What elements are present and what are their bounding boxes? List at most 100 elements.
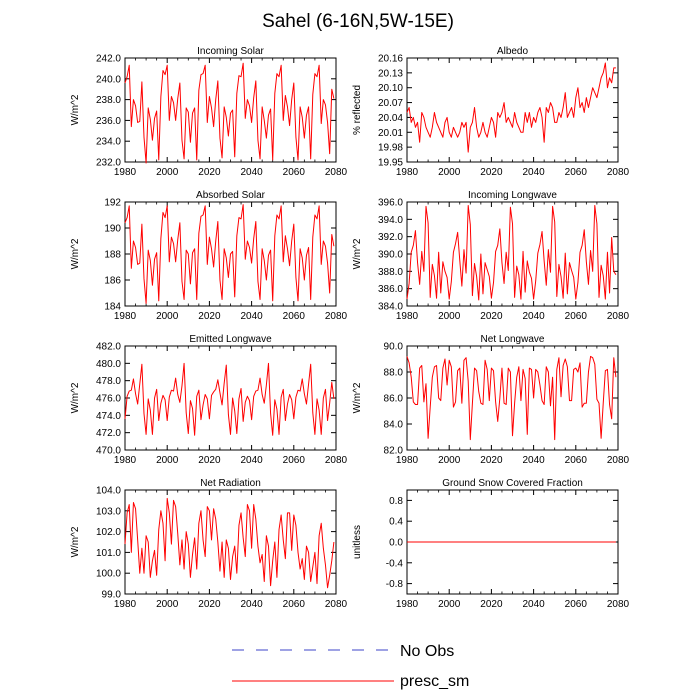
series-line-presc_sm xyxy=(124,62,335,164)
x-tick-label: 2040 xyxy=(522,455,545,466)
y-axis-label: % reflected xyxy=(352,85,363,135)
x-tick-label: 2000 xyxy=(438,599,461,610)
panel-title: Incoming Longwave xyxy=(468,190,557,201)
y-axis-label: W/m^2 xyxy=(70,526,81,557)
x-tick-label: 2040 xyxy=(240,167,263,178)
y-tick-label: 19.95 xyxy=(378,158,403,169)
x-tick-label: 2060 xyxy=(565,167,588,178)
chart-panel: Ground Snow Covered Fraction unitless 1980… xyxy=(352,478,630,610)
x-tick-label: 2060 xyxy=(283,455,306,466)
x-tick-label: 2020 xyxy=(198,311,221,322)
y-axis-label: W/m^2 xyxy=(70,94,81,125)
x-tick-label: 2000 xyxy=(438,311,461,322)
x-tick-label: 2020 xyxy=(480,455,503,466)
chart-panel: Albedo % reflected 1980 2000 2020 2040 2060 208… xyxy=(352,46,630,178)
x-tick-label: 2080 xyxy=(607,167,630,178)
panel-title: Net Radiation xyxy=(200,478,261,489)
y-tick-label: 0.0 xyxy=(389,538,403,549)
y-tick-label: 82.0 xyxy=(384,446,404,457)
x-tick-label: 2000 xyxy=(156,311,179,322)
y-tick-label: 90.0 xyxy=(384,342,404,353)
y-tick-label: 476.0 xyxy=(96,394,121,405)
y-tick-label: 101.0 xyxy=(96,548,121,559)
y-tick-label: 102.0 xyxy=(96,527,121,538)
x-tick-label: 2040 xyxy=(522,599,545,610)
x-tick-label: 2060 xyxy=(283,311,306,322)
y-tick-label: 234.0 xyxy=(96,137,121,148)
chart-panel: Net Radiation W/m^2 1980 2000 2020 2040 2060 20… xyxy=(70,478,348,610)
plot-frame xyxy=(406,57,619,163)
y-tick-label: 388.0 xyxy=(378,267,403,278)
series-line-presc_sm xyxy=(406,355,617,441)
x-tick-label: 2080 xyxy=(607,599,630,610)
y-tick-label: 238.0 xyxy=(96,95,121,106)
y-tick-label: 84.0 xyxy=(384,420,404,431)
x-tick-label: 1980 xyxy=(114,167,137,178)
y-tick-label: 20.13 xyxy=(378,68,403,79)
y-axis-label: W/m^2 xyxy=(352,382,363,413)
x-tick-label: 2000 xyxy=(156,599,179,610)
x-tick-label: 2020 xyxy=(480,311,503,322)
series-line-presc_sm xyxy=(124,204,335,304)
figure-title: Sahel (6-16N,5W-15E) xyxy=(262,11,454,32)
chart-panel: Net Longwave W/m^2 1980 2000 2020 2040 2060 208… xyxy=(352,334,630,466)
chart-panel: Emitted Longwave W/m^2 1980 2000 2020 2040 206… xyxy=(70,334,348,466)
panel-title: Net Longwave xyxy=(481,334,545,345)
y-tick-label: 242.0 xyxy=(96,54,121,65)
y-tick-label: 472.0 xyxy=(96,428,121,439)
chart-panel: Incoming Longwave W/m^2 1980 2000 2020 2040 20… xyxy=(352,190,630,322)
y-tick-label: 394.0 xyxy=(378,215,403,226)
y-tick-label: 20.07 xyxy=(378,98,403,109)
y-tick-label: 190 xyxy=(104,224,121,235)
y-tick-label: 396.0 xyxy=(378,198,403,209)
x-tick-label: 2060 xyxy=(283,599,306,610)
x-tick-label: 2020 xyxy=(480,167,503,178)
series-line-presc_sm xyxy=(406,62,616,153)
y-tick-label: 482.0 xyxy=(96,342,121,353)
legend: No Obs presc_sm xyxy=(232,643,469,690)
y-tick-label: 104.0 xyxy=(96,486,121,497)
y-tick-label: 478.0 xyxy=(96,376,121,387)
x-tick-label: 1980 xyxy=(114,455,137,466)
y-tick-label: -0.8 xyxy=(386,579,404,590)
y-tick-label: 386.0 xyxy=(378,284,403,295)
legend-label-presc-sm: presc_sm xyxy=(400,673,469,690)
y-tick-label: 0.8 xyxy=(389,496,403,507)
y-tick-label: 99.0 xyxy=(102,590,122,601)
y-tick-label: 20.01 xyxy=(378,128,403,139)
series-line-presc_sm xyxy=(124,362,335,436)
x-tick-label: 2060 xyxy=(565,455,588,466)
y-tick-label: 192 xyxy=(104,198,121,209)
x-tick-label: 1980 xyxy=(396,599,419,610)
y-tick-label: 100.0 xyxy=(96,569,121,580)
y-axis-label: W/m^2 xyxy=(70,238,81,269)
x-tick-label: 2020 xyxy=(198,455,221,466)
x-tick-label: 2060 xyxy=(283,167,306,178)
x-tick-label: 2040 xyxy=(240,455,263,466)
x-tick-label: 2080 xyxy=(607,455,630,466)
x-tick-label: 2020 xyxy=(198,167,221,178)
y-tick-label: 186 xyxy=(104,276,121,287)
y-axis-label: W/m^2 xyxy=(352,238,363,269)
x-tick-label: 2060 xyxy=(565,599,588,610)
panel-title: Emitted Longwave xyxy=(189,334,272,345)
x-tick-label: 1980 xyxy=(396,311,419,322)
x-tick-label: 2080 xyxy=(325,455,348,466)
x-tick-label: 2000 xyxy=(438,167,461,178)
y-tick-label: 474.0 xyxy=(96,411,121,422)
x-tick-label: 1980 xyxy=(396,167,419,178)
y-tick-label: 184 xyxy=(104,302,121,313)
panel-title: Absorbed Solar xyxy=(196,190,266,201)
y-tick-label: 392.0 xyxy=(378,232,403,243)
y-tick-label: 390.0 xyxy=(378,250,403,261)
x-tick-label: 2040 xyxy=(240,311,263,322)
x-tick-label: 2040 xyxy=(240,599,263,610)
x-tick-label: 2080 xyxy=(325,311,348,322)
y-tick-label: 188 xyxy=(104,250,121,261)
x-tick-label: 2020 xyxy=(480,599,503,610)
x-tick-label: 1980 xyxy=(114,311,137,322)
x-tick-label: 2040 xyxy=(522,311,545,322)
y-tick-label: 384.0 xyxy=(378,302,403,313)
y-axis-label: W/m^2 xyxy=(70,382,81,413)
y-tick-label: 86.0 xyxy=(384,394,404,405)
